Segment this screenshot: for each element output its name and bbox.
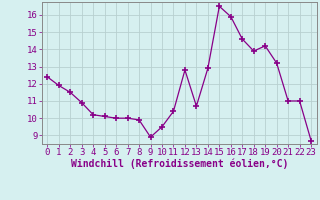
X-axis label: Windchill (Refroidissement éolien,°C): Windchill (Refroidissement éolien,°C) xyxy=(70,159,288,169)
